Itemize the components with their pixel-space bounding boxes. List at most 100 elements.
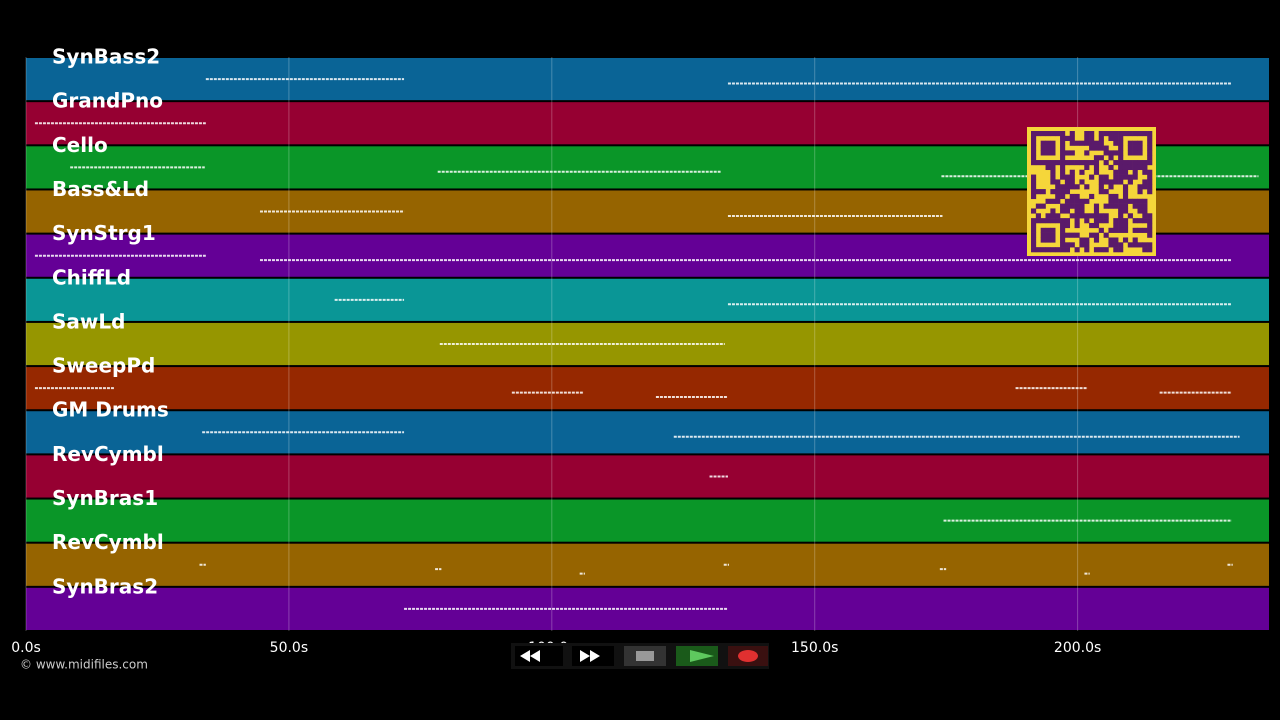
qr-cell [1118, 247, 1124, 253]
qr-cell [1060, 218, 1066, 224]
qr-cell [1060, 140, 1066, 146]
qr-cell [1147, 184, 1153, 190]
qr-cell [1113, 198, 1119, 204]
qr-cell [1137, 242, 1143, 248]
qr-cell [1122, 203, 1129, 209]
qr-cell [1064, 232, 1071, 238]
qr-cell [1108, 227, 1114, 233]
qr-cell [1060, 227, 1066, 233]
qr-cell [1050, 179, 1056, 185]
track-name: SynStrg1 [52, 221, 156, 245]
qr-cell [1064, 242, 1071, 248]
qr-cell [1040, 140, 1046, 146]
qr-cell [1031, 155, 1037, 161]
qr-cell [1093, 237, 1100, 243]
forward-button[interactable] [572, 646, 614, 666]
forward-icon [580, 650, 600, 662]
qr-cell [1045, 164, 1051, 171]
qr-cell [1035, 160, 1041, 166]
qr-cell [1084, 237, 1090, 243]
qr-cell [1064, 150, 1071, 156]
qr-cell [1084, 135, 1090, 141]
qr-cell [1098, 218, 1104, 224]
qr-cell [1045, 227, 1051, 233]
qr-cell [1147, 179, 1153, 185]
qr-cell [1137, 203, 1143, 209]
qr-cell [1132, 237, 1138, 243]
track-labels: SynBass2 GrandPno Cello Bass&Ld SynStrg1 Chif… [52, 45, 169, 599]
qr-cell [1093, 218, 1100, 224]
qr-cell [1060, 155, 1066, 161]
qr-cell [1050, 232, 1056, 238]
qr-cell [1035, 189, 1041, 195]
qr-cell [1031, 218, 1037, 224]
qr-cell [1113, 218, 1119, 224]
qr-cell [1118, 155, 1124, 161]
qr-cell [1040, 189, 1046, 195]
qr-cell [1093, 140, 1100, 146]
qr-cell [1079, 237, 1085, 243]
qr-cell [1098, 140, 1104, 146]
qr-cell [1069, 169, 1075, 175]
qr-cell [1122, 169, 1129, 175]
qr-cell [1069, 242, 1075, 248]
qr-cell [1127, 150, 1133, 156]
qr-cell [1031, 237, 1037, 243]
qr-cell [1060, 189, 1066, 195]
qr-cell [1132, 145, 1138, 151]
qr-cell [1118, 131, 1124, 137]
qr-cell [1098, 227, 1104, 233]
qr-cell [1132, 140, 1138, 146]
qr-cell [1142, 203, 1148, 209]
qr-cell [1122, 198, 1129, 204]
qr-cell [1069, 140, 1075, 146]
qr-cell [1079, 140, 1085, 146]
qr-cell [1103, 174, 1109, 180]
qr-cell [1055, 189, 1061, 195]
qr-cell [1147, 131, 1153, 137]
qr-cell [1055, 218, 1061, 224]
record-button[interactable] [728, 646, 768, 666]
stop-button[interactable] [624, 646, 666, 666]
qr-cell [1108, 193, 1114, 200]
qr-cell [1098, 247, 1104, 253]
qr-cell [1050, 145, 1056, 151]
qr-cell [1050, 189, 1056, 195]
qr-cell [1147, 213, 1153, 219]
qr-cell [1064, 189, 1071, 195]
play-button[interactable] [676, 646, 718, 666]
rewind-button[interactable] [515, 646, 563, 666]
qr-cell [1074, 203, 1080, 209]
qr-cell [1040, 160, 1046, 166]
qr-cell [1122, 227, 1129, 233]
track-name: SawLd [52, 309, 125, 333]
track-band [26, 587, 1269, 630]
qr-cell [1118, 140, 1124, 146]
track-band [26, 411, 1269, 454]
qr-cell [1118, 179, 1124, 185]
qr-cell [1118, 150, 1124, 156]
qr-cell [1069, 198, 1075, 204]
qr-cell [1089, 174, 1095, 180]
qr-cell [1127, 131, 1133, 137]
qr-cell [1093, 203, 1100, 209]
qr-cell [1132, 169, 1138, 175]
qr-cell [1147, 160, 1153, 166]
qr-cell [1137, 164, 1143, 171]
qr-cell [1132, 218, 1138, 224]
qr-cell [1103, 232, 1109, 238]
qr-cell [1055, 160, 1061, 166]
qr-cell [1079, 198, 1085, 204]
qr-cell [1113, 169, 1119, 175]
qr-cell [1079, 160, 1085, 166]
qr-cell [1118, 198, 1124, 204]
grid [25, 57, 1079, 631]
qr-cell [1137, 198, 1143, 204]
qr-cell [1040, 203, 1046, 209]
qr-cell [1031, 150, 1037, 156]
qr-cell [1084, 213, 1090, 219]
qr-cell [1132, 131, 1138, 137]
stop-icon [636, 651, 654, 661]
qr-cell [1031, 227, 1037, 233]
